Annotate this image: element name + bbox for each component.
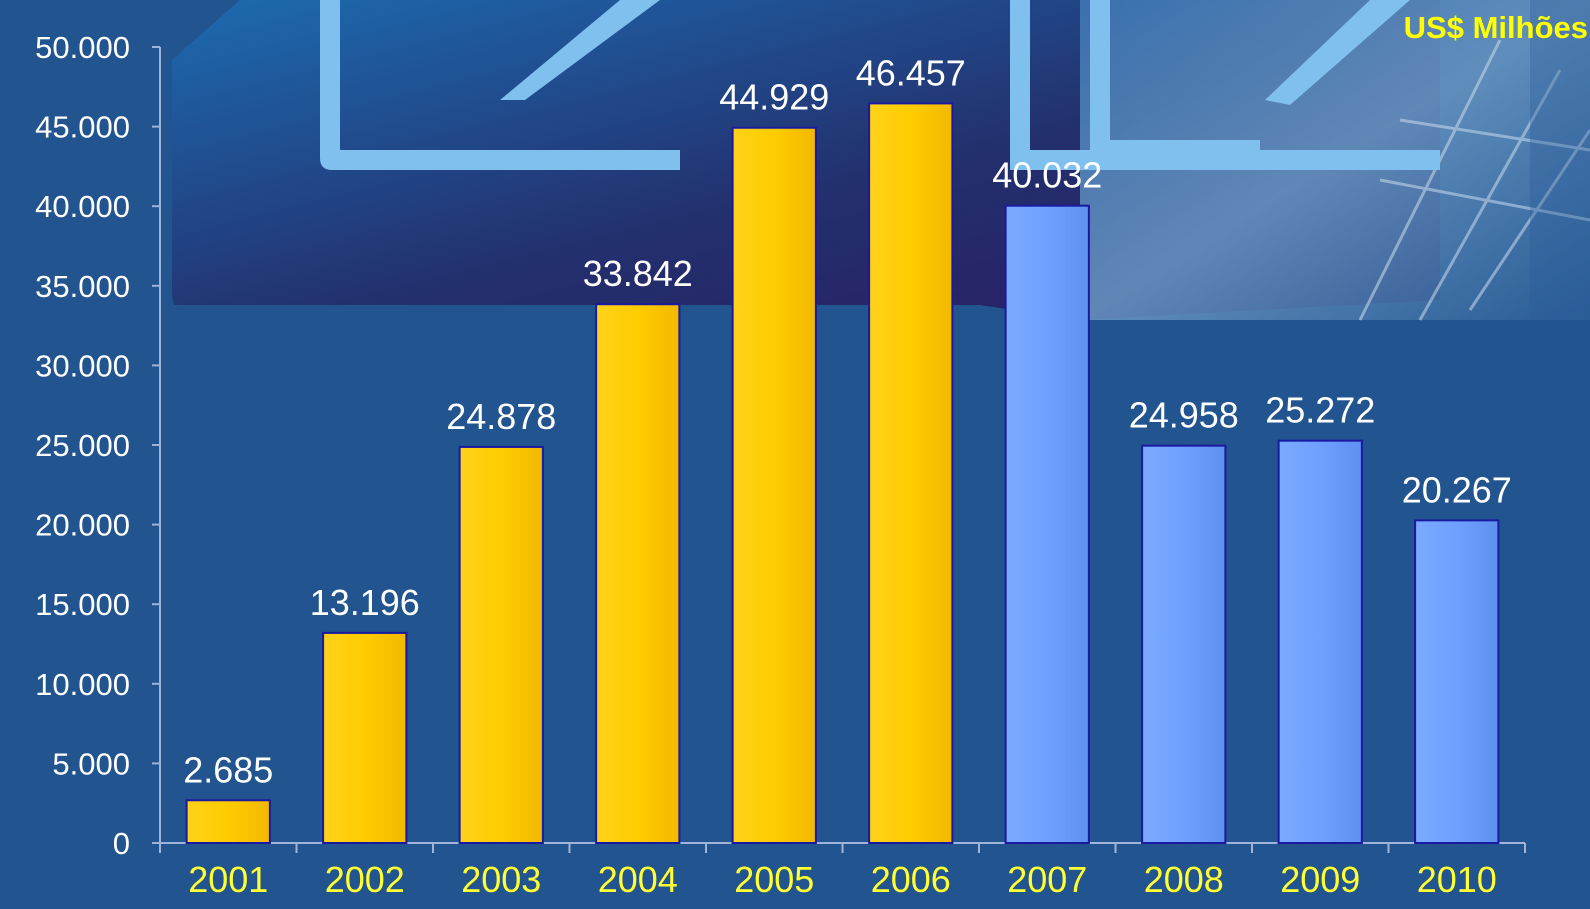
bar-2005: [731, 126, 817, 844]
background-frame-middle: [1010, 0, 1440, 170]
y-tick-label: 15.000: [35, 587, 130, 622]
data-label-2005: 44.929: [719, 77, 829, 118]
x-tick-label: 2008: [1144, 859, 1224, 900]
y-tick-label: 5.000: [52, 746, 130, 781]
y-tick-label: 0: [113, 826, 130, 861]
y-tick-label: 30.000: [35, 348, 130, 383]
x-tick-label: 2001: [188, 859, 268, 900]
x-tick-label: 2007: [1007, 859, 1087, 900]
bar-2001: [185, 799, 271, 845]
data-label-2008: 24.958: [1129, 395, 1239, 436]
background-frame-left: [320, 0, 680, 170]
data-label-2004: 33.842: [583, 253, 693, 294]
data-labels-group: 2.685 13.196 24.878 33.842 44.929 46.457 40.03…: [183, 52, 1512, 790]
data-label-2010: 20.267: [1402, 469, 1512, 510]
bar-2007: [1004, 204, 1090, 845]
y-tick-label: 50.000: [35, 30, 130, 65]
background-diagonal-right: [1265, 0, 1410, 105]
y-tick-label: 45.000: [35, 110, 130, 145]
y-axis-ticks: 0 5.000 10.000 15.000 20.000 25.000 30.000 35.0…: [35, 30, 160, 861]
bars-group: [185, 102, 1500, 845]
background-photo-shade: [1530, 0, 1590, 320]
background-frame-right: [1090, 0, 1260, 160]
bar-2008: [1141, 444, 1227, 844]
x-tick-label: 2002: [325, 859, 405, 900]
y-tick-label: 20.000: [35, 508, 130, 543]
data-label-2006: 46.457: [856, 52, 966, 93]
data-label-2002: 13.196: [310, 582, 420, 623]
x-tick-label: 2003: [461, 859, 541, 900]
y-tick-label: 35.000: [35, 269, 130, 304]
background-diagonal-left: [500, 0, 660, 100]
bar-2004: [595, 303, 681, 844]
x-tick-label: 2009: [1280, 859, 1360, 900]
bar-2009: [1277, 439, 1363, 844]
bar-2006: [868, 102, 954, 845]
y-tick-label: 10.000: [35, 667, 130, 702]
data-label-2003: 24.878: [446, 396, 556, 437]
unit-label: US$ Milhões: [1404, 10, 1588, 45]
data-label-2009: 25.272: [1265, 390, 1375, 431]
y-tick-label: 40.000: [35, 189, 130, 224]
x-tick-label: 2004: [598, 859, 678, 900]
bar-2002: [322, 631, 408, 844]
background-artwork: [172, 0, 1590, 321]
x-axis-ticks: 2001 2002 2003 2004 2005 2006 2007 2008 2009 2010: [159, 843, 1526, 900]
y-tick-label: 25.000: [35, 428, 130, 463]
bar-2010: [1414, 519, 1500, 844]
bar-2003: [458, 445, 544, 844]
x-tick-label: 2010: [1417, 859, 1497, 900]
data-label-2007: 40.032: [992, 155, 1102, 196]
background-photo-lines: [1358, 39, 1590, 321]
x-tick-label: 2005: [734, 859, 814, 900]
data-label-2001: 2.685: [183, 749, 273, 790]
x-tick-label: 2006: [871, 859, 951, 900]
